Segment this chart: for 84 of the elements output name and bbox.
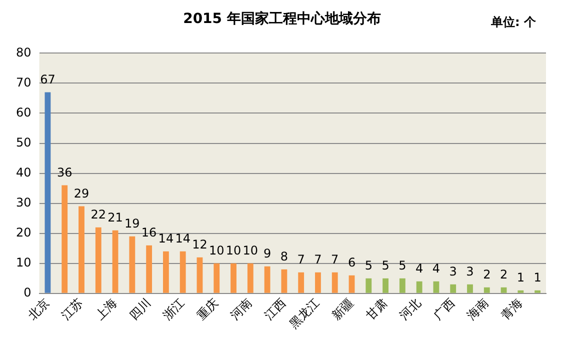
bar — [95, 227, 102, 293]
bar — [484, 287, 490, 293]
bar — [78, 206, 84, 293]
data-label: 4 — [415, 261, 424, 276]
bar — [500, 287, 507, 293]
x-tick-label: 新疆 — [329, 296, 356, 323]
y-tick-label: 10 — [16, 255, 32, 270]
y-tick-label: 20 — [16, 225, 32, 240]
data-label: 10 — [226, 243, 242, 258]
bar — [518, 290, 524, 293]
data-label: 16 — [141, 225, 157, 240]
data-label: 14 — [158, 231, 174, 246]
bar — [129, 236, 136, 293]
data-label: 10 — [208, 243, 224, 258]
data-label: 14 — [175, 231, 190, 246]
x-tick-label: 上海 — [92, 296, 120, 323]
data-label: 7 — [331, 252, 339, 266]
data-label: 22 — [90, 207, 106, 222]
x-tick-label: 浙江 — [160, 296, 188, 323]
data-label: 8 — [280, 249, 288, 264]
bar — [416, 281, 422, 293]
data-label: 3 — [449, 264, 457, 278]
x-tick-label: 河南 — [228, 296, 255, 323]
y-tick-label: 70 — [16, 75, 32, 90]
x-tick-label: 四川 — [126, 296, 154, 323]
y-tick-label: 80 — [16, 45, 32, 60]
bar — [399, 278, 406, 293]
bar — [467, 284, 473, 293]
data-label: 12 — [192, 237, 208, 252]
y-tick-label: 30 — [16, 195, 32, 210]
bar — [298, 272, 304, 293]
bar — [348, 275, 355, 293]
data-label: 5 — [382, 258, 390, 272]
bar — [44, 92, 51, 293]
y-tick-label: 50 — [16, 135, 32, 150]
bar — [366, 278, 372, 293]
x-tick-label: 江苏 — [58, 296, 86, 323]
y-tick-label: 60 — [16, 105, 32, 120]
data-label: 2 — [500, 267, 508, 282]
data-label: 67 — [40, 72, 56, 86]
y-tick-label: 40 — [16, 165, 32, 180]
data-label: 29 — [74, 186, 90, 200]
bar — [162, 251, 169, 293]
data-label: 1 — [534, 270, 542, 284]
text: 单位: 个 — [491, 14, 536, 31]
x-tick-label: 甘肃 — [362, 296, 390, 323]
bar — [281, 269, 288, 293]
x-tick-label: 青海 — [498, 296, 525, 323]
data-label: 9 — [263, 246, 272, 260]
bar — [180, 251, 186, 293]
data-label: 7 — [297, 252, 305, 266]
data-label: 36 — [56, 165, 72, 180]
data-label: 1 — [516, 270, 524, 284]
bar — [264, 266, 270, 293]
data-label: 2 — [483, 267, 491, 282]
x-tick-label: 河北 — [396, 296, 424, 323]
data-label: 4 — [432, 261, 440, 276]
chart-title: 2015 年国家工程中心地域分布 — [183, 11, 381, 27]
bar — [534, 290, 541, 293]
bar — [214, 263, 220, 293]
data-label: 3 — [466, 264, 474, 278]
data-label: 10 — [242, 243, 258, 258]
bar — [62, 185, 68, 293]
bar — [112, 230, 118, 293]
data-label: 19 — [124, 216, 140, 230]
bar — [247, 263, 254, 293]
data-label: 5 — [398, 258, 406, 272]
bar — [230, 263, 236, 293]
x-tick-label: 江西 — [262, 296, 289, 323]
bar — [433, 281, 440, 293]
data-label: 5 — [364, 258, 372, 272]
data-label: 7 — [314, 252, 322, 266]
bar — [382, 278, 388, 293]
x-tick-label: 海南 — [464, 296, 492, 323]
data-label: 6 — [348, 255, 356, 270]
bar — [315, 272, 321, 293]
data-label: 21 — [108, 210, 123, 224]
x-tick-label: 黑龙江 — [286, 296, 322, 332]
bar — [332, 272, 338, 293]
bar — [450, 284, 456, 293]
x-tick-label: 广西 — [430, 296, 458, 323]
x-tick-label: 重庆 — [194, 296, 221, 323]
bar — [146, 245, 152, 293]
bar — [196, 257, 203, 293]
